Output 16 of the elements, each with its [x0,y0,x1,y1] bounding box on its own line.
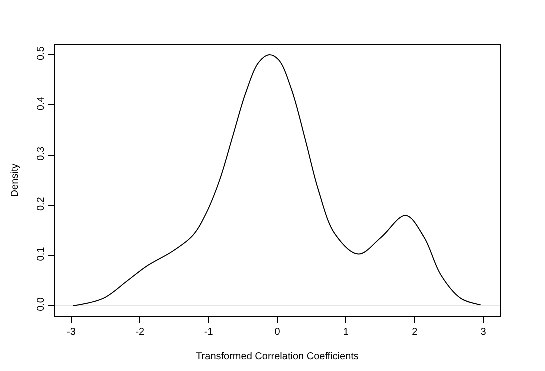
x-tick-label: -1 [204,327,214,338]
y-tick-label: 0.1 [36,246,47,262]
y-axis-title: Density [10,164,21,198]
y-tick-label: 0.5 [36,46,47,60]
x-axis-title: Transformed Correlation Coefficients [196,352,359,362]
x-tick-label: 0 [274,327,281,338]
x-tick-label: 3 [480,327,487,338]
x-tick-label: 2 [412,327,418,338]
x-tick-label: 1 [343,327,350,338]
y-tick-label: 0.3 [36,146,47,161]
line-series [73,54,482,306]
x-tick-label: -3 [67,327,76,338]
y-tick-label: 0.4 [36,96,47,111]
y-tick-label: 0.2 [36,196,47,212]
y-tick-label: 0.0 [36,297,47,312]
x-tick-label: -2 [136,327,146,338]
